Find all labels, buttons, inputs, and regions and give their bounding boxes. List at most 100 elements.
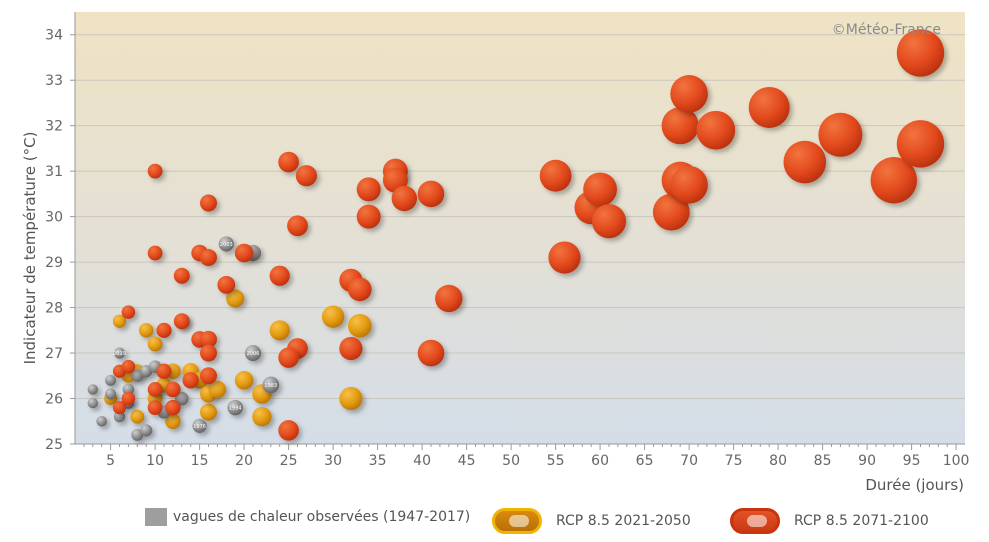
rcp-2071-bubble [661,107,699,145]
observed-bubble-year-label: 1983 [264,383,277,389]
legend-rcp-2071-label: RCP 8.5 2071-2100 [794,513,929,529]
x-tick-label: 55 [547,453,565,469]
observed-bubble [87,384,99,395]
observed-bubble [122,383,135,396]
observed-bubble [113,347,126,359]
rcp-2071-bubble [287,215,308,237]
rcp-2071-bubble [696,110,736,150]
rcp-2071-bubble [670,166,708,204]
observed-bubble-year-label: 1994 [229,406,242,412]
legend-observed-swatch [145,508,167,526]
observed-bubble-year-label: 1976 [193,424,206,430]
rcp-2071-bubble [200,330,217,348]
rcp-2071-bubble [200,249,217,267]
rcp-2071-bubble [818,112,863,157]
x-axis-title: Durée (jours) [865,476,964,494]
observed-bubble [87,397,99,409]
observed-bubble [140,424,153,437]
rcp-2071-bubble [121,305,136,319]
rcp-2071-bubble [173,313,190,330]
observed-bubble [244,344,262,362]
rcp-2071-bubble [147,163,163,179]
rcp-2071-bubble [652,193,690,231]
rcp-2071-bubble [156,363,172,379]
x-tick-label: 80 [769,453,787,469]
rcp-2071-bubble [217,275,236,294]
y-tick-label: 29 [45,255,63,271]
rcp-2071-bubble [870,157,917,204]
x-tick-label: 5 [106,453,115,469]
legend-rcp-2021-swatch [492,508,542,534]
rcp-2021-bubble [321,305,345,328]
rcp-2071-bubble [121,391,136,406]
x-tick-label: 50 [502,453,520,469]
rcp-2071-bubble [173,267,190,284]
bubbles: 2019 1976 2003 1994 2006 1983 [87,29,945,441]
rcp-2071-bubble [200,344,217,362]
x-tick-label: 10 [146,453,164,469]
observed-bubble [218,236,234,252]
rcp-2071-bubble [121,359,136,374]
rcp-2071-bubble [295,165,317,187]
x-tick-label: 95 [903,453,921,469]
rcp-2071-bubble [165,399,181,416]
y-tick-label: 26 [45,392,63,408]
rcp-2021-bubble [252,407,272,427]
rcp-2071-bubble [348,277,372,302]
rcp-2071-bubble [278,420,299,441]
x-tick-label: 60 [591,453,609,469]
rcp-2071-bubble [896,29,945,77]
y-tick-label: 34 [45,28,63,44]
observed-bubble [227,399,243,416]
rcp-2071-bubble [200,367,217,385]
rcp-2071-bubble [278,347,299,368]
rcp-2021-bubble [130,409,145,424]
rcp-2071-bubble [234,243,254,263]
rcp-2071-bubble [200,194,217,212]
observed-bubble [192,418,207,433]
rcp-2071-bubble [147,382,163,397]
rcp-2021-bubble [226,289,245,308]
legend-item-observed: vagues de chaleur observées (1947-2017) [145,508,470,526]
rcp-2071-bubble [435,284,463,313]
x-tick-label: 35 [369,453,387,469]
observed-bubble [262,376,280,394]
rcp-2021-bubble [269,320,290,341]
y-tick-label: 31 [45,164,63,180]
observed-bubble-year-label: 2019 [113,351,126,357]
rcp-2071-bubble [539,159,572,192]
rcp-2071-bubble [356,177,381,202]
axes: 5 10 15 20 25 30 35 40 45 50 55 60 65 70 75 80 85 90 95 100… [45,12,969,469]
x-tick-label: 45 [458,453,476,469]
rcp-2071-bubble [417,339,445,367]
plot-background [75,12,965,444]
y-tick-label: 25 [45,437,63,453]
x-tick-label: 40 [413,453,431,469]
x-tick-label: 85 [814,453,832,469]
rcp-2071-bubble [391,185,417,212]
x-tick-label: 70 [680,453,698,469]
y-tick-label: 33 [45,73,63,89]
rcp-2071-bubble [269,265,290,286]
legend-rcp-2071-swatch [730,508,780,534]
rcp-2071-bubble [356,204,381,229]
x-tick-label: 30 [324,453,342,469]
rcp-2021-bubble [165,413,181,430]
rcp-2021-bubble [234,371,254,390]
y-tick-label: 32 [45,119,63,135]
observed-bubble [105,388,117,400]
legend-item-rcp-2071: RCP 8.5 2071-2100 [730,508,929,534]
observed-bubble [113,411,126,423]
rcp-2021-bubble [112,314,127,328]
legend-observed-label: vagues de chaleur observées (1947-2017) [173,509,471,525]
rcp-2071-bubble [417,180,445,208]
rcp-2021-bubble [339,386,363,411]
rcp-2071-bubble [896,120,945,168]
y-axis-title: Indicateur de température (°C) [21,132,39,365]
y-tick-label: 28 [45,301,63,317]
y-tick-label: 27 [45,346,63,362]
rcp-2071-bubble [147,245,163,261]
y-tick-label: 30 [45,210,63,226]
rcp-2071-bubble [583,172,617,207]
rcp-2071-bubble [783,140,827,184]
